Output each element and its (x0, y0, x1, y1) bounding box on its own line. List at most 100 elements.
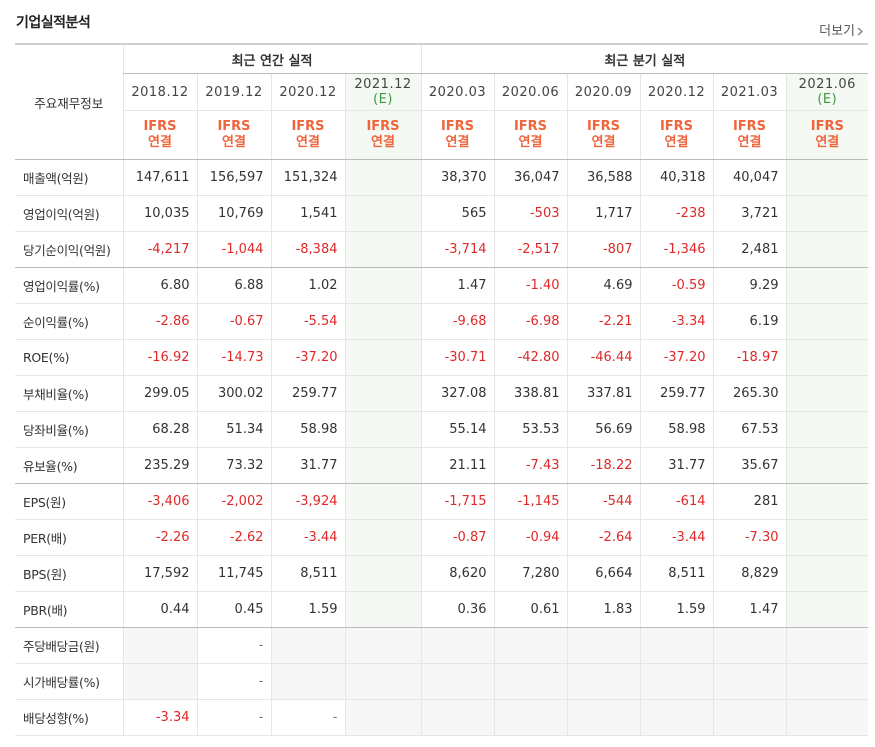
value-cell: -3,406 (122, 483, 197, 520)
value-cell: -614 (639, 483, 713, 520)
value-cell: 51.34 (196, 411, 271, 448)
period-date: 2020.09 (574, 84, 633, 100)
more-link[interactable]: 더보기 (819, 20, 863, 39)
value-cell: -6.98 (493, 303, 567, 340)
value-cell: -2.86 (122, 303, 197, 340)
value-cell: 281 (712, 483, 786, 520)
empty-cell (785, 627, 869, 664)
period-header: 2020.09 (566, 73, 640, 111)
value-cell: -2,517 (493, 231, 567, 268)
value-cell: -42.80 (493, 339, 567, 376)
accounting-row: IFRS 연결 IFRS 연결 IFRS 연결 IFRS 연결 IFRS 연결 IFRS 연결 IFRS… (15, 110, 869, 160)
data-row: 주당배당금(원) - (15, 627, 869, 664)
value-cell: 10,035 (122, 195, 197, 232)
consolidation-basis: 연결 (222, 135, 246, 150)
value-cell: -2.64 (566, 519, 640, 556)
value-cell: 300.02 (196, 375, 271, 412)
value-cell: 36,047 (493, 159, 567, 196)
value-cell: 56.69 (566, 411, 640, 448)
value-cell: 147,611 (122, 159, 197, 196)
empty-cell (639, 699, 713, 736)
row-label: PER(배) (15, 519, 123, 556)
more-arrow[interactable] (857, 27, 863, 36)
empty-cell (344, 339, 421, 376)
empty-cell (566, 627, 640, 664)
date-row: 2018.12 2019.12 2020.12 2021.12 (E) 2020.03 20… (15, 73, 869, 111)
value-cell: 1.83 (566, 591, 640, 628)
value-cell: -2.62 (196, 519, 271, 556)
value-cell: 1.47 (420, 267, 494, 304)
value-cell: -3.44 (639, 519, 713, 556)
value-cell: 1.59 (639, 591, 713, 628)
value-cell: 1,717 (566, 195, 640, 232)
period-header: 2021.06 (E) (785, 73, 869, 111)
empty-cell (344, 303, 421, 340)
data-row: 영업이익(억원) 10,035 10,769 1,541 565 -503 1,717 -23… (15, 195, 869, 232)
value-cell: 7,280 (493, 555, 567, 592)
empty-cell (420, 699, 494, 736)
value-cell: - (196, 663, 271, 700)
value-cell: 38,370 (420, 159, 494, 196)
value-cell: -7.43 (493, 447, 567, 484)
value-cell: 6,664 (566, 555, 640, 592)
data-row: 유보율(%) 235.29 73.32 31.77 21.11 -7.43 -18.22 31… (15, 447, 869, 484)
value-cell: -503 (493, 195, 567, 232)
value-cell: -1,715 (420, 483, 494, 520)
value-cell: -7.30 (712, 519, 786, 556)
accounting-header: IFRS 연결 (639, 110, 713, 160)
value-cell: 259.77 (270, 375, 345, 412)
empty-cell (344, 663, 421, 700)
value-cell: 8,511 (639, 555, 713, 592)
value-cell: -0.67 (196, 303, 271, 340)
more-text[interactable]: 더보기 (819, 24, 855, 39)
row-label: BPS(원) (15, 555, 123, 592)
data-row: EPS(원) -3,406 -2,002 -3,924 -1,715 -1,145 -544… (15, 483, 869, 520)
empty-cell (344, 483, 421, 520)
value-cell: 0.36 (420, 591, 494, 628)
empty-cell (344, 375, 421, 412)
row-label: EPS(원) (15, 483, 123, 520)
consolidation-basis: 연결 (737, 135, 762, 150)
data-row: 매출액(억원) 147,611 156,597 151,324 38,370 36,047… (15, 159, 869, 196)
data-row: 순이익률(%) -2.86 -0.67 -5.54 -9.68 -6.98 -2.21 -3.… (15, 303, 869, 340)
value-cell: 2,481 (712, 231, 786, 268)
consolidation-basis: 연결 (664, 135, 689, 150)
value-cell: -14.73 (196, 339, 271, 376)
value-cell: 58.98 (270, 411, 345, 448)
value-cell: -46.44 (566, 339, 640, 376)
value-cell: -1,346 (639, 231, 713, 268)
value-cell: -0.94 (493, 519, 567, 556)
empty-cell (785, 591, 869, 628)
data-row: BPS(원) 17,592 11,745 8,511 8,620 7,280 6,664 8,… (15, 555, 869, 592)
accounting-header: IFRS 연결 (712, 110, 786, 160)
value-cell: 565 (420, 195, 494, 232)
accounting-standard: IFRS (732, 119, 767, 134)
value-cell: -238 (639, 195, 713, 232)
value-cell: -0.87 (420, 519, 494, 556)
estimate-mark: (E) (817, 92, 838, 107)
value-cell: 17,592 (122, 555, 197, 592)
empty-cell (785, 267, 869, 304)
value-cell: 299.05 (122, 375, 197, 412)
period-header: 2020.12 (270, 73, 345, 111)
accounting-standard: IFRS (810, 119, 844, 134)
accounting-header: IFRS 연결 (566, 110, 640, 160)
value-cell: 40,318 (639, 159, 713, 196)
accounting-standard: IFRS (366, 119, 400, 134)
data-row: 당좌비율(%) 68.28 51.34 58.98 55.14 53.53 56.69 58.… (15, 411, 869, 448)
data-row: 영업이익률(%) 6.80 6.88 1.02 1.47 -1.40 4.69 -0.59 9.… (15, 267, 869, 304)
consolidation-basis: 연결 (591, 135, 616, 150)
period-header: 2018.12 (122, 73, 197, 111)
value-cell: 0.44 (122, 591, 197, 628)
accounting-header: IFRS 연결 (122, 110, 197, 160)
empty-cell (785, 195, 869, 232)
empty-cell (712, 663, 786, 700)
row-label: 당좌비율(%) (15, 411, 123, 448)
accounting-standard: IFRS (440, 119, 475, 134)
row-label: 배당성향(%) (15, 699, 123, 736)
empty-cell (785, 663, 869, 700)
empty-cell (493, 663, 567, 700)
empty-cell (420, 627, 494, 664)
value-cell: -30.71 (420, 339, 494, 376)
empty-cell (639, 627, 713, 664)
